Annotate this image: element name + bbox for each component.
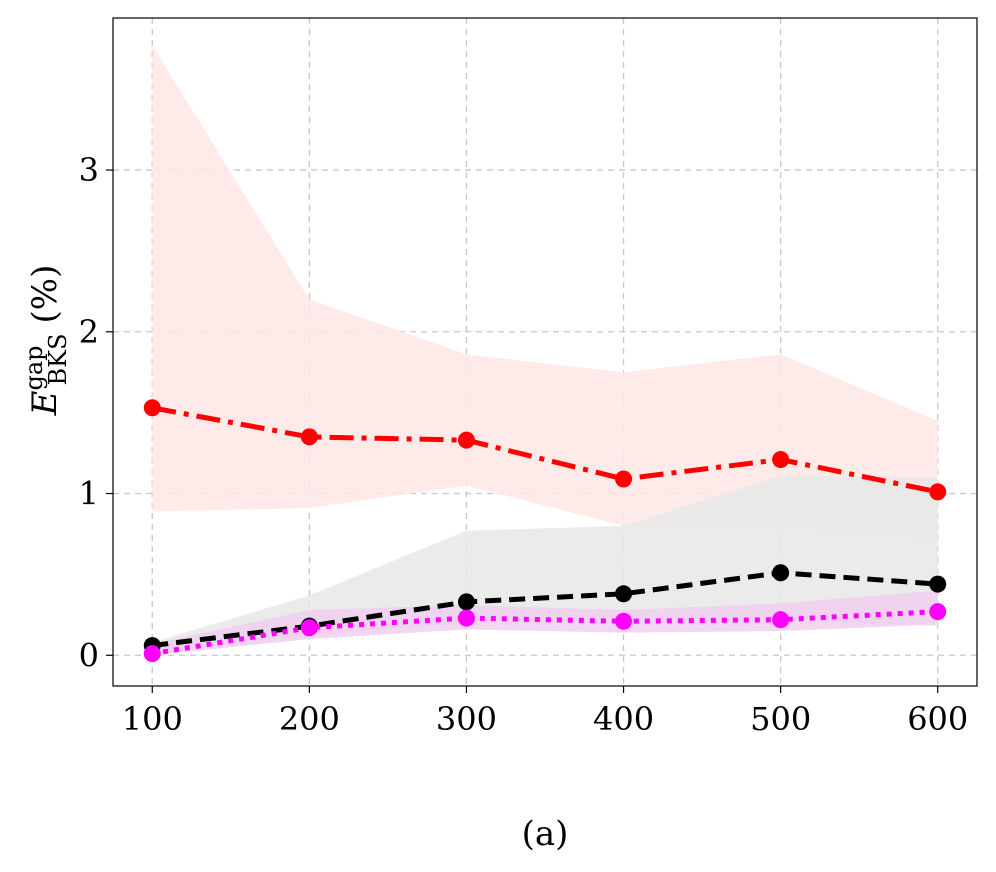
x-tick-label: 400 <box>593 700 654 738</box>
series-lines <box>151 405 939 657</box>
y-axis-ticks: 0 1 2 3 <box>79 151 113 674</box>
data-point-magenta <box>300 619 318 637</box>
data-point-black <box>615 585 633 603</box>
figure-caption: (a) <box>522 814 569 854</box>
data-point-magenta <box>772 611 790 629</box>
data-point-red <box>300 428 318 446</box>
data-point-red <box>929 483 947 501</box>
y-axis-label-base: E <box>25 390 65 416</box>
y-axis-label: EgapBKS (%) <box>20 265 72 417</box>
band-red <box>152 45 938 539</box>
series-points <box>143 399 947 663</box>
data-point-red <box>457 431 475 449</box>
data-point-red <box>772 451 790 469</box>
series-line-black <box>151 570 938 649</box>
y-axis-label-unit: (%) <box>25 265 65 324</box>
data-point-black <box>772 564 790 582</box>
y-axis-label-superscript: gap <box>20 345 48 390</box>
axes-frame <box>112 17 978 687</box>
data-point-black <box>457 593 475 611</box>
data-point-magenta <box>457 609 475 627</box>
data-point-magenta <box>143 645 161 663</box>
y-tick-label: 0 <box>79 636 99 674</box>
x-axis-ticks: 100 200 300 400 500 600 <box>122 686 968 738</box>
series-line-magenta <box>151 609 938 657</box>
y-tick-label: 2 <box>79 313 99 351</box>
data-point-black <box>929 575 947 593</box>
data-point-magenta <box>615 612 633 630</box>
x-tick-label: 100 <box>122 700 183 738</box>
y-tick-label: 3 <box>79 151 99 189</box>
data-point-red <box>615 470 633 488</box>
series-line-red <box>151 405 939 495</box>
band-magenta <box>152 590 938 656</box>
x-tick-label: 600 <box>907 700 968 738</box>
confidence-bands <box>152 45 938 656</box>
x-tick-label: 500 <box>750 700 811 738</box>
data-point-red <box>143 399 161 417</box>
data-point-magenta <box>929 603 947 621</box>
y-axis-label-subscript: BKS <box>44 333 72 385</box>
y-tick-label: 1 <box>79 475 99 513</box>
x-tick-label: 200 <box>279 700 340 738</box>
x-tick-label: 300 <box>436 700 497 738</box>
